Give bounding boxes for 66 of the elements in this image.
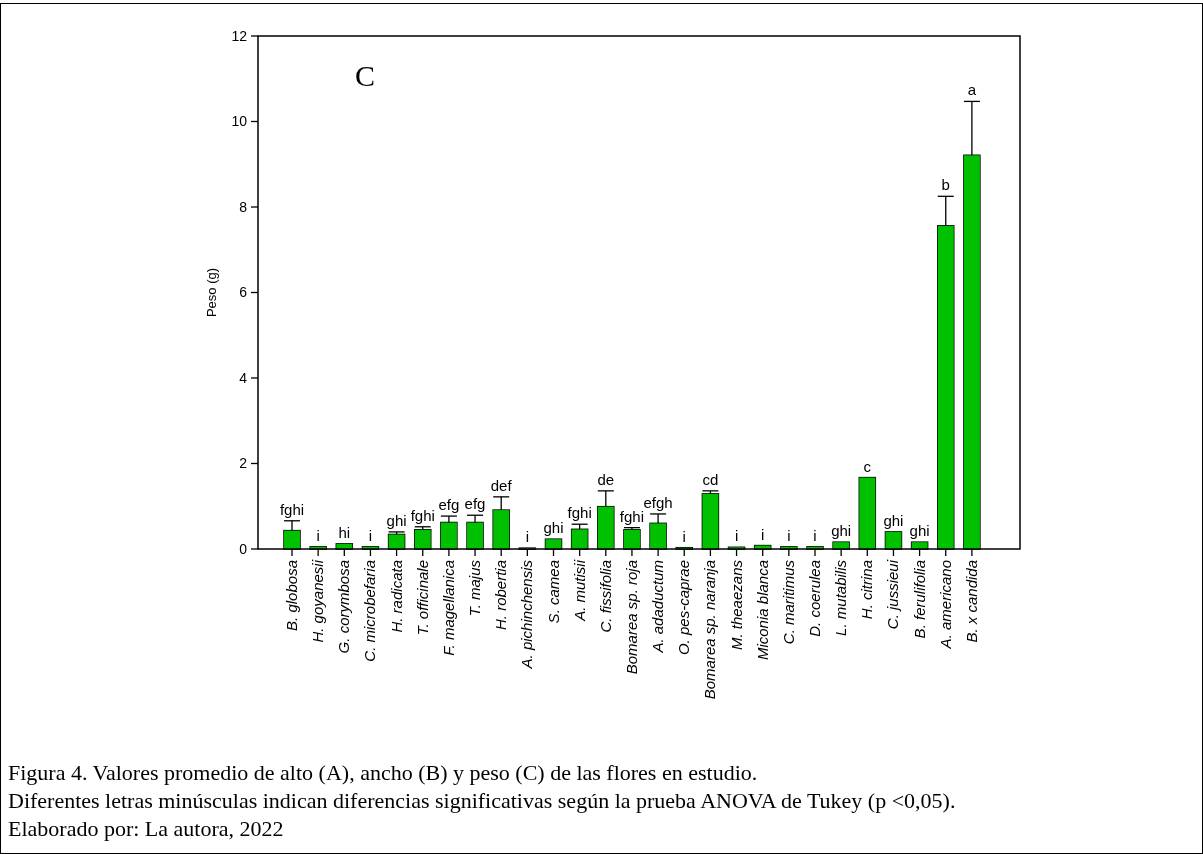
- annotation: ghi: [909, 522, 930, 540]
- annotation: i: [368, 526, 373, 544]
- text: Figura 4. Valores promedio de alto (A), ancho (B) y peso (C) de las flores en estudio.: [8, 760, 758, 785]
- annotation: i: [525, 528, 530, 546]
- x-tick-label: D. coerulea: [806, 560, 823, 637]
- annotation: cd: [702, 470, 719, 488]
- annotation: C: [355, 59, 376, 92]
- x-tick-label: G. corymbosa: [335, 560, 353, 654]
- y-tick-label: 12: [231, 27, 248, 44]
- annotation: i: [787, 526, 791, 544]
- annotation: de: [597, 470, 615, 488]
- annotation: fghi: [410, 506, 435, 524]
- annotation: c: [863, 457, 872, 475]
- annotation: fghi: [279, 500, 305, 518]
- annotation: fghi: [567, 504, 592, 522]
- annotation: def: [490, 476, 513, 494]
- y-tick-label: 2: [239, 455, 248, 472]
- x-tick-label: F. magellanica: [439, 560, 457, 656]
- annotation: efgh: [643, 493, 673, 511]
- annotation: efg: [464, 495, 486, 513]
- x-tick-label: A. mutisii: [570, 559, 588, 622]
- annotation: a: [967, 81, 977, 99]
- x-tick-label: H. robertia: [492, 560, 510, 631]
- annotation: b: [941, 176, 950, 194]
- y-tick-label: 0: [239, 540, 248, 557]
- x-tick-label: Bomarea sp. roja: [622, 560, 640, 675]
- x-tick-label: B. x candida: [962, 560, 980, 643]
- y-tick-label: 6: [239, 284, 248, 301]
- x-tick-label: C. microbefaria: [361, 560, 379, 662]
- x-tick-label: L. mutabilis: [832, 559, 850, 636]
- x-tick-label: H. radicata: [387, 560, 405, 633]
- x-tick-label: S. camea: [544, 560, 562, 624]
- y-tick-label: 8: [239, 198, 248, 215]
- y-tick-label: 10: [231, 113, 248, 130]
- x-tick-label: O. pes-caprae: [675, 560, 693, 656]
- annotation: efg: [438, 496, 460, 514]
- x-tick-label: H. citrina: [858, 560, 876, 620]
- x-tick-label: C. jussieui: [884, 559, 902, 630]
- annotation: ghi: [831, 522, 852, 540]
- x-tick-label: H. goyanesii: [309, 559, 327, 643]
- x-tick-label: A. adaductum: [649, 560, 667, 654]
- x-tick-label: T. officinale: [413, 560, 431, 636]
- x-tick-label: C. fissifolia: [596, 560, 614, 633]
- x-tick-label: M. theaezans: [727, 559, 745, 651]
- text: Diferentes letras minúsculas indican diferencias significativas según la prueba ANOVA de Tukey (p <0,05).: [8, 788, 956, 813]
- x-tick-label: B. ferulifolia: [910, 560, 928, 639]
- x-tick-label: T. majus: [466, 559, 484, 617]
- x-tick-label: A. pichinchensis: [518, 559, 536, 670]
- annotation: i: [761, 525, 765, 543]
- x-tick-label: C. maritimus: [779, 559, 797, 645]
- text: Elaborado por: La autora, 2022: [8, 816, 284, 841]
- annotation: ghi: [883, 511, 904, 529]
- y-axis-title: Peso (g): [204, 267, 219, 318]
- x-tick-label: Miconia blanca: [753, 560, 771, 661]
- annotation: i: [316, 526, 320, 544]
- annotation: i: [682, 527, 686, 545]
- annotation: ghi: [386, 511, 407, 529]
- annotation: i: [734, 527, 739, 545]
- x-tick-label: B. globosa: [283, 560, 300, 631]
- x-tick-label: Bomarea sp. naranja: [701, 560, 719, 700]
- annotation: ghi: [543, 519, 564, 537]
- annotation: hi: [338, 523, 351, 541]
- annotation: i: [813, 526, 817, 544]
- x-tick-label: A. americano: [936, 560, 954, 650]
- annotation: fghi: [619, 507, 645, 525]
- y-tick-label: 4: [239, 369, 248, 386]
